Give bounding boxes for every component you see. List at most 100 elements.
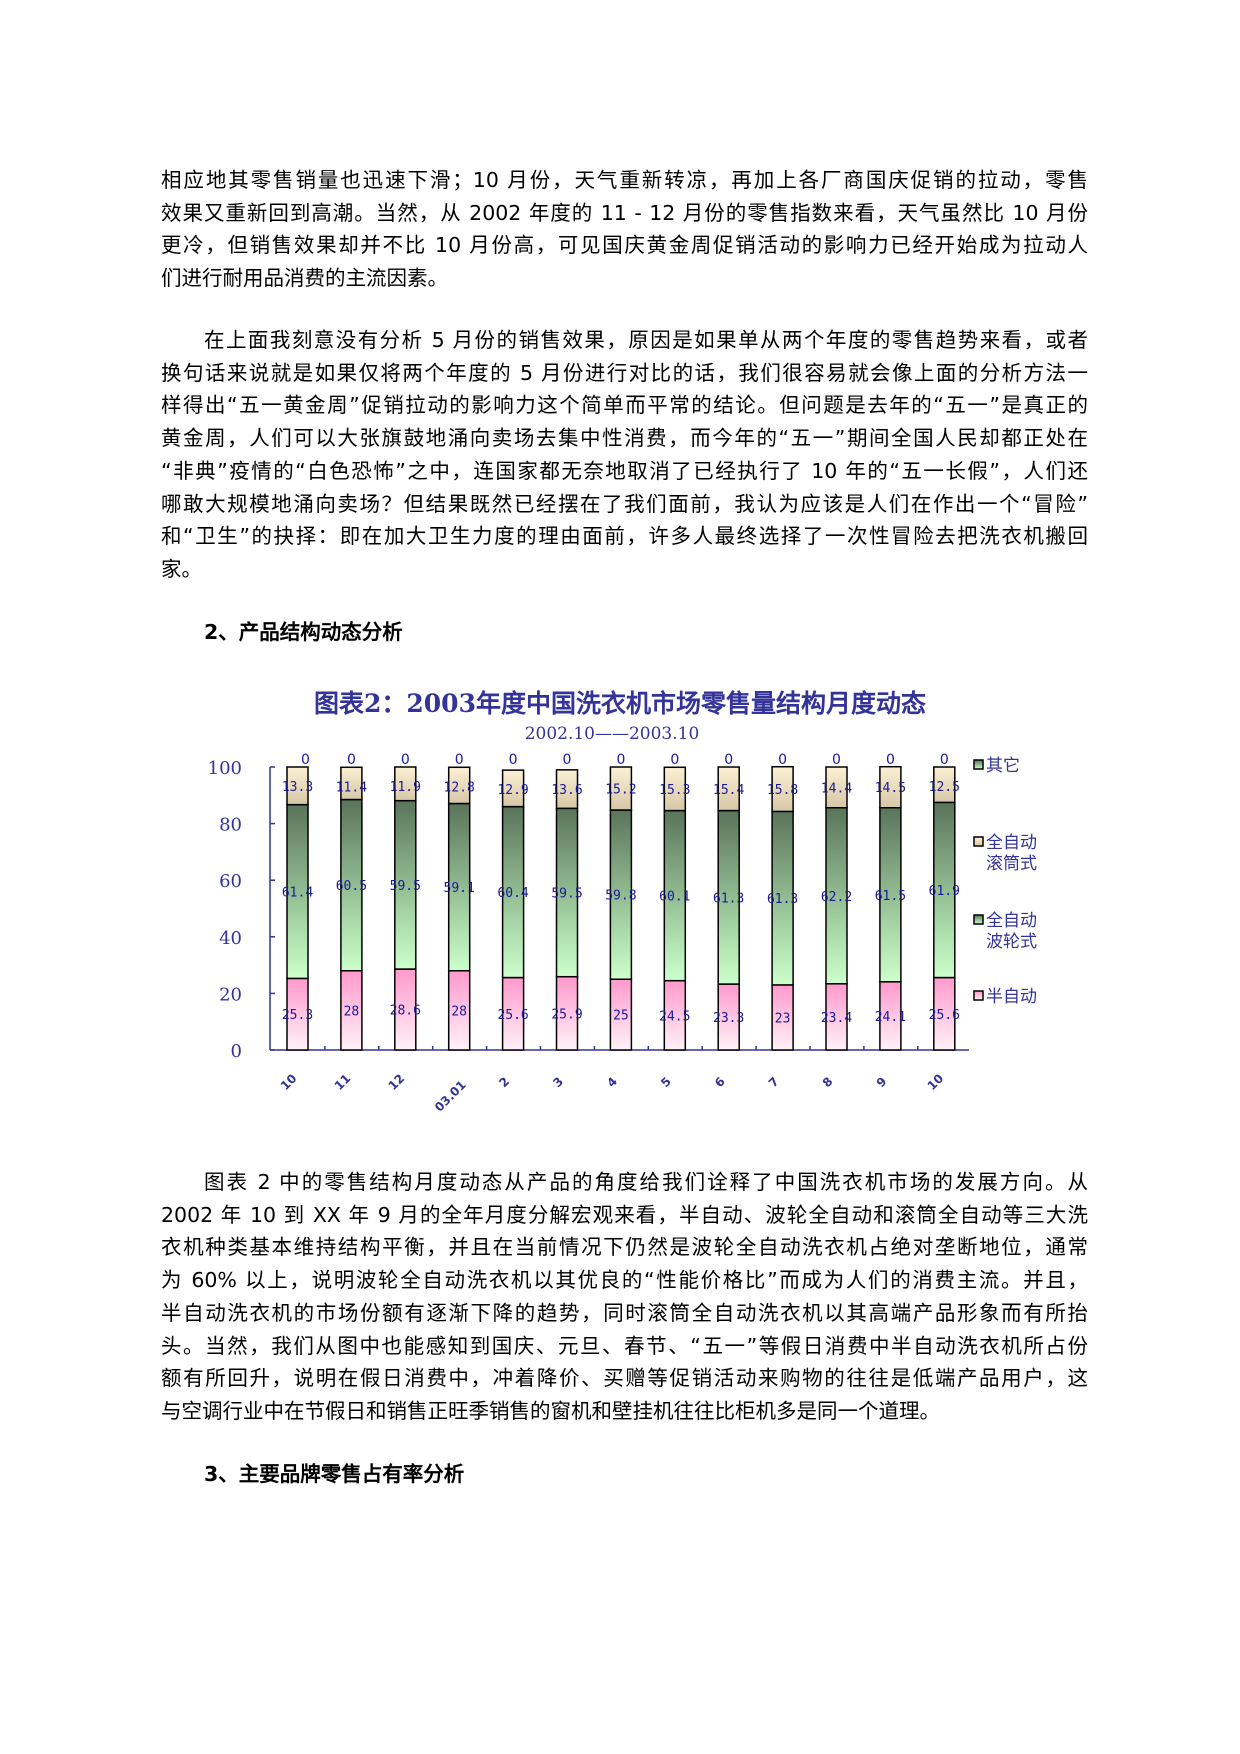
paragraph-line: 图表 2 中的零售结构月度动态从产品的角度给我们诠释了中国洗衣机市场的发展方向。…: [204, 1170, 1088, 1194]
data-label: 12.5: [929, 780, 960, 795]
x-tick-label: 9: [874, 1074, 890, 1090]
section-heading-3: 3、主要品牌零售占有率分析: [204, 1462, 465, 1486]
data-label: 61.9: [929, 884, 960, 899]
data-label-other: 0: [940, 752, 949, 768]
data-label: 24.1: [875, 1010, 906, 1025]
x-tick-label: 4: [604, 1074, 620, 1090]
data-label-other: 0: [563, 752, 572, 768]
bar-segment-drum: [825, 766, 848, 809]
x-tick-label: 8: [820, 1074, 836, 1090]
data-label-other: 0: [347, 752, 356, 768]
paragraph-line: 为 60% 以上，说明波轮全自动洗衣机以其优良的“性能价格比”而成为人们的消费主…: [161, 1268, 1088, 1293]
data-label: 62.2: [821, 890, 852, 905]
paragraph-line: 家。: [161, 556, 202, 581]
data-label: 24.5: [659, 1009, 690, 1024]
data-label: 13.3: [282, 780, 313, 795]
data-label-other: 0: [832, 752, 841, 768]
data-label: 12.9: [497, 783, 528, 798]
data-label-other: 0: [616, 752, 625, 768]
paragraph-line: 相应地其零售销量也迅速下滑；10 月份，天气重新转凉，再加上各厂商国庆促销的拉动…: [161, 168, 1088, 192]
bar-segment-drum: [286, 766, 309, 806]
paragraph-line: 哪敢大规模地涌向卖场？但结果既然已经摆在了我们面前，我认为应该是人们在作出一个“…: [161, 491, 1088, 516]
data-label: 11.9: [390, 780, 421, 795]
data-label-other: 0: [670, 752, 679, 768]
data-label: 13.6: [551, 783, 582, 798]
data-label: 15.2: [605, 783, 636, 798]
data-label: 15.4: [713, 783, 744, 798]
data-label: 60.4: [497, 886, 528, 901]
x-tick-label: 11: [332, 1071, 354, 1093]
legend-swatch: [973, 836, 984, 847]
data-label-other: 0: [455, 752, 464, 768]
chart-subtitle: 2002.10——2003.10: [525, 724, 700, 744]
data-label: 15.3: [659, 783, 690, 798]
x-tick-label: 6: [712, 1074, 728, 1090]
x-tick-label: 2: [496, 1074, 512, 1090]
data-label: 61.4: [282, 886, 313, 901]
x-tick-label: 5: [658, 1074, 674, 1090]
data-label: 61.3: [767, 892, 798, 907]
paragraph-line: 黄金周，人们可以大张旗鼓地涌向卖场去集中性消费，而今年的“五一”期间全国人民却都…: [161, 426, 1088, 451]
legend-swatch: [973, 914, 984, 925]
paragraph-line: 衣机种类基本维持结构平衡，并且在当前情况下仍然是波轮全自动洗衣机占绝对垄断地位，…: [161, 1235, 1088, 1260]
bar-segment-drum: [771, 765, 794, 813]
paragraph-line: 样得出“五一黄金周”促销拉动的影响力这个简单而平常的结论。但问题是去年的“五一”…: [161, 393, 1088, 418]
x-tick-label: 03.01: [432, 1078, 469, 1115]
data-label: 25.3: [282, 1008, 313, 1023]
y-tick-label: 20: [219, 984, 242, 1005]
legend-label: 半自动: [986, 987, 1037, 1007]
data-label-other: 0: [778, 752, 787, 768]
legend-label: 全自动波轮式: [986, 911, 1037, 952]
paragraph-line: 额有所回升，说明在假日消费中，冲着降价、买赠等促销活动来购物的往往是低端产品用户…: [161, 1366, 1088, 1391]
bar-segment-drum: [394, 766, 417, 802]
data-label-other: 0: [401, 752, 410, 768]
data-label-other: 0: [301, 752, 310, 768]
data-label-other: 0: [509, 752, 518, 768]
paragraph-line: 与空调行业中在节假日和销售正旺季销售的窗机和壁挂机往往比柜机多是同一个道理。: [161, 1398, 940, 1423]
y-tick-label: 40: [219, 928, 242, 949]
x-tick-label: 10: [278, 1071, 300, 1093]
data-label: 14.4: [821, 781, 852, 796]
x-tick-label: 10: [925, 1071, 947, 1093]
paragraph-line: 更冷，但销售效果却并不比 10 月份高，可见国庆黄金周促销活动的影响力已经开始成…: [161, 233, 1088, 258]
data-label: 60.5: [336, 879, 367, 894]
data-label: 25.6: [497, 1008, 528, 1023]
y-tick-label: 80: [219, 815, 242, 836]
bar-segment-drum: [609, 766, 633, 811]
data-label: 12.8: [444, 780, 475, 795]
y-tick-label: 100: [208, 758, 242, 779]
data-label: 25.6: [929, 1008, 960, 1023]
paragraph-line: 头。当然，我们从图中也能感知到国庆、元旦、春节、“五一”等假日消费中半自动洗衣机…: [161, 1333, 1088, 1358]
bar-segment-drum: [555, 769, 579, 810]
paragraph-line: “非典”疫情的“白色恐怖”之中，连国家都无奈地取消了已经执行了 10 年的“五一…: [161, 458, 1088, 483]
paragraph-line: 和“卫生”的抉择：即在加大卫生力度的理由面前，许多人最终选择了一次性冒险去把洗衣…: [161, 524, 1088, 549]
bar-segment-drum: [879, 765, 902, 809]
paragraph-line: 效果又重新回到高潮。当然，从 2002 年度的 11 - 12 月份的零售指数来…: [161, 200, 1088, 225]
data-label: 11.4: [336, 780, 367, 795]
paragraph-line: 们进行耐用品消费的主流因素。: [161, 266, 448, 291]
bar-segment-drum: [663, 766, 687, 812]
legend-label: 全自动滚筒式: [986, 833, 1037, 874]
data-label: 61.5: [875, 889, 906, 904]
data-label: 28: [344, 1004, 360, 1019]
data-label: 59.8: [605, 889, 636, 904]
data-label: 23.3: [713, 1011, 744, 1026]
data-label: 23.4: [821, 1011, 852, 1026]
data-label: 15.8: [767, 783, 798, 798]
bar-segment-drum: [340, 766, 363, 801]
data-label: 14.5: [875, 781, 906, 796]
data-label: 59.5: [551, 887, 582, 902]
x-tick-label: 7: [766, 1074, 782, 1090]
data-label: 25: [613, 1009, 629, 1024]
paragraph-line: 在上面我刻意没有分析 5 月份的销售效果，原因是如果单从两个年度的零售趋势来看，…: [204, 328, 1088, 352]
data-label: 28: [451, 1004, 467, 1019]
paragraph-line: 2002 年 10 到 XX 年 9 月的全年月度分解宏观来看，半自动、波轮全自…: [161, 1202, 1088, 1227]
chart-title: 图表2：2003年度中国洗衣机市场零售量结构月度动态: [314, 689, 926, 718]
x-tick-label: 12: [386, 1071, 408, 1093]
legend-swatch: [973, 990, 984, 1001]
data-label-other: 0: [724, 752, 733, 768]
legend-swatch: [973, 759, 984, 770]
data-label: 28.6: [390, 1004, 421, 1019]
y-tick-label: 60: [219, 871, 242, 892]
